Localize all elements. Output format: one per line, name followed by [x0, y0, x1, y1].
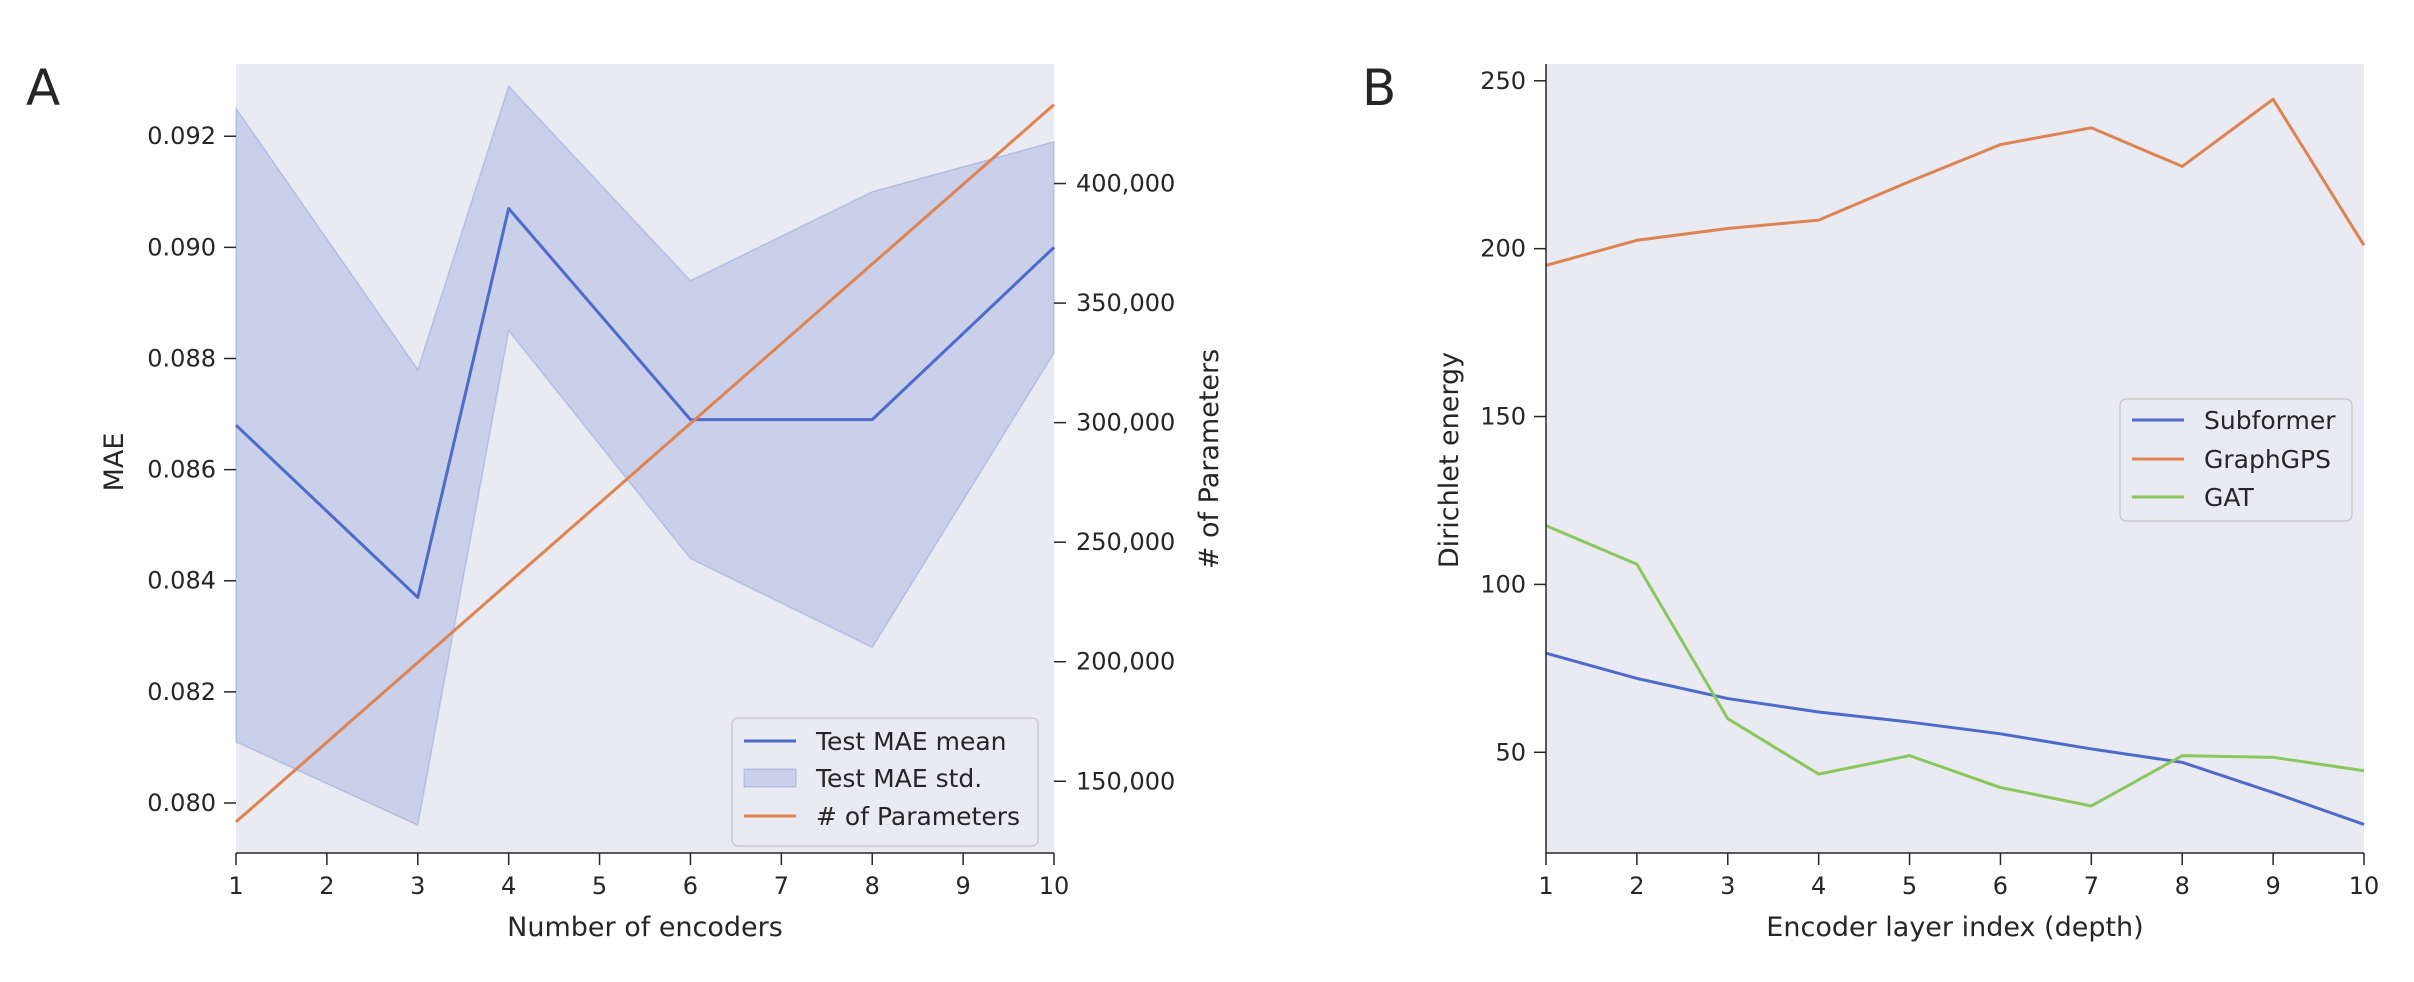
y-tick-label: 150	[1480, 403, 1526, 431]
legend-label-subformer: Subformer	[2204, 406, 2336, 435]
mae-std-band	[235, 84, 1055, 827]
x-tick-label: 1	[1538, 872, 1553, 900]
x-tick-label: 4	[501, 872, 516, 900]
y-tick-label: 100	[1480, 570, 1526, 598]
mae-std-band-group	[235, 84, 1055, 827]
x-tick-label: 4	[1811, 872, 1826, 900]
series-line-test-mae-mean	[234, 206, 1056, 599]
y-tick-label: 0.086	[147, 456, 216, 484]
x-tick-label: 8	[2175, 872, 2190, 900]
chart-b-x-axis: 1 2 3 4 5 6 7 8 9 10	[1538, 852, 2380, 900]
chart-a-y-axis-left: 0.080 0.082 0.084 0.086 0.088 0.090 0.092	[147, 122, 236, 817]
chart-a-y-axis-right: 150,000 200,000 250,000 300,000 350,000 400,0…	[1054, 170, 1175, 795]
panel-label-a: A	[26, 59, 60, 117]
x-tick-label: 7	[774, 872, 789, 900]
chart-a-legend-box	[731, 717, 1039, 847]
x-tick-label: 9	[2265, 872, 2280, 900]
y-right-tick-label: 400,000	[1076, 170, 1175, 198]
x-tick-label: 8	[865, 872, 880, 900]
y-tick-label: 200	[1480, 235, 1526, 263]
y-tick-label: 0.090	[147, 233, 216, 261]
chart-b: 1 2 3 4 5 6 7 8 9 10 50 100 150 200 250 Encoder layer…	[1434, 64, 2379, 943]
legend-label-gat: GAT	[2204, 483, 2255, 512]
legend-swatch-mae-std	[743, 768, 797, 788]
chart-a-x-axis: 1 2 3 4 5 6 7 8 9 10	[228, 852, 1070, 900]
chart-a-y-label: MAE	[99, 433, 130, 492]
y-right-tick-label: 300,000	[1076, 409, 1175, 437]
y-tick-label: 50	[1495, 738, 1526, 766]
x-tick-label: 5	[592, 872, 607, 900]
y-tick-label: 0.082	[147, 678, 216, 706]
chart-b-legend: Subformer GraphGPS GAT	[2119, 398, 2353, 522]
series-line-subformer	[1545, 651, 2365, 826]
series-line-graphgps	[1545, 97, 2366, 267]
y-tick-label: 0.080	[147, 789, 216, 817]
chart-b-lines	[1545, 97, 2366, 826]
y-tick-label: 0.084	[147, 567, 216, 595]
y-right-tick-label: 250,000	[1076, 528, 1175, 556]
legend-label-mae-std: Test MAE std.	[815, 764, 982, 793]
x-tick-label: 9	[955, 872, 970, 900]
chart-b-y-axis: 50 100 150 200 250	[1480, 64, 1547, 853]
legend-label-parameters: # of Parameters	[816, 802, 1020, 831]
x-tick-label: 1	[228, 872, 243, 900]
chart-a: 1 2 3 4 5 6 7 8 9 10 0.0800.0820.0840.0860.0880.0…	[99, 64, 1225, 943]
series-line-gat	[1545, 524, 2365, 808]
x-tick-label: 10	[2349, 872, 2380, 900]
legend-label-mae-mean: Test MAE mean	[815, 727, 1007, 756]
series-line-of-parameters	[235, 103, 1055, 824]
x-tick-label: 3	[410, 872, 425, 900]
x-tick-label: 6	[683, 872, 698, 900]
y-tick-label: 0.088	[147, 344, 216, 372]
x-tick-label: 3	[1720, 872, 1735, 900]
x-tick-label: 10	[1039, 872, 1070, 900]
chart-b-y-label: Dirichlet energy	[1434, 352, 1465, 568]
y-right-tick-label: 350,000	[1076, 289, 1175, 317]
chart-b-x-label: Encoder layer index (depth)	[1766, 912, 2143, 943]
y-tick-label: 0.092	[147, 122, 216, 150]
y-tick-label: 250	[1480, 67, 1526, 95]
chart-a-lines	[234, 103, 1056, 824]
chart-a-legend: Test MAE mean Test MAE std. # of Paramet…	[731, 717, 1039, 847]
panel-label-b: B	[1362, 59, 1396, 117]
x-tick-label: 7	[2084, 872, 2099, 900]
chart-a-x-label: Number of encoders	[507, 912, 783, 943]
x-tick-label: 5	[1902, 872, 1917, 900]
x-tick-label: 2	[319, 872, 334, 900]
chart-b-legend-box	[2119, 398, 2353, 522]
x-tick-label: 2	[1629, 872, 1644, 900]
y-right-tick-label: 200,000	[1076, 648, 1175, 676]
legend-label-graphgps: GraphGPS	[2204, 445, 2331, 474]
x-tick-label: 6	[1993, 872, 2008, 900]
chart-a-y-label-right: # of Parameters	[1194, 349, 1225, 569]
y-right-tick-label: 150,000	[1076, 767, 1175, 795]
